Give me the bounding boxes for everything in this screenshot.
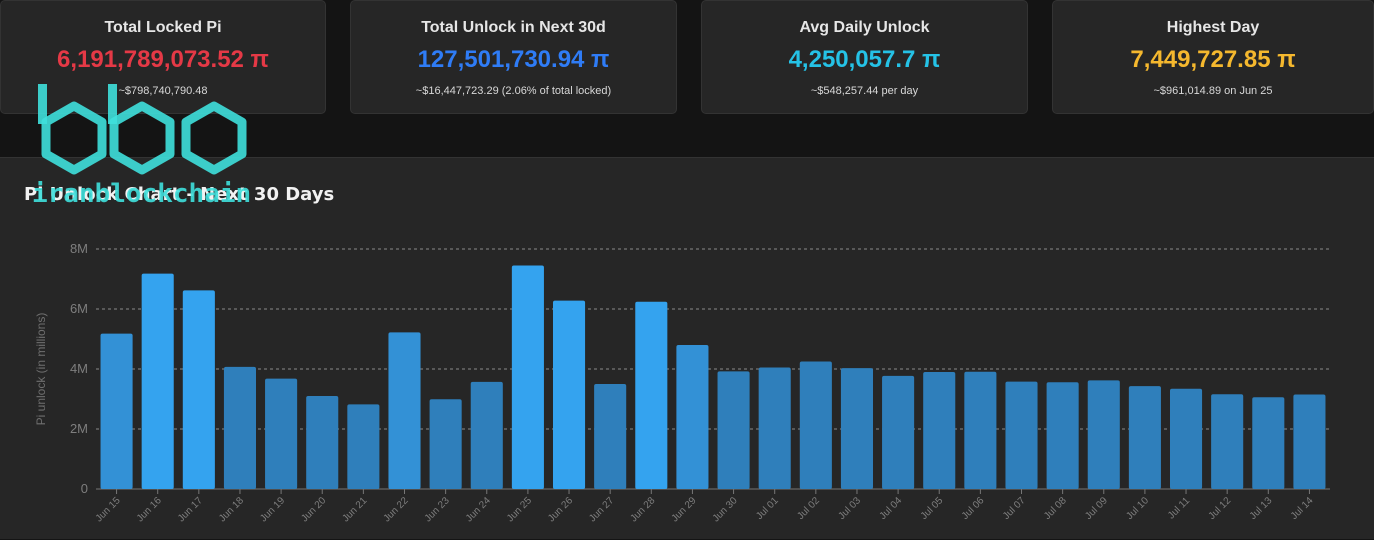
bar xyxy=(347,404,380,489)
bar xyxy=(758,367,791,489)
x-tick-label: Jun 20 xyxy=(299,495,328,524)
stat-label: Highest Day xyxy=(1166,19,1260,36)
stat-card-highest-day: Highest Day 7,449,727.85 π ~$961,014.89 … xyxy=(1052,0,1374,114)
stat-card-total-unlock: Total Unlock in Next 30d 127,501,730.94 … xyxy=(350,0,677,114)
x-tick-label: Jul 05 xyxy=(919,495,946,522)
x-tick-label: Jun 19 xyxy=(258,495,287,524)
x-tick-label: Jun 28 xyxy=(628,495,657,524)
x-tick-label: Jul 10 xyxy=(1124,495,1151,522)
x-tick-label: Jul 14 xyxy=(1289,495,1316,522)
logo-text: iranblockchain xyxy=(32,179,251,209)
bar xyxy=(594,384,627,489)
iranblockchain-logo: iranblockchain xyxy=(32,84,251,209)
x-tick-label: Jun 30 xyxy=(711,495,740,524)
y-tick-label: 2M xyxy=(70,421,88,436)
x-tick-label: Jun 23 xyxy=(423,495,452,524)
stat-card-total-locked: Total Locked Pi 6,191,789,073.52 π ~$798… xyxy=(0,0,326,114)
x-tick-label: Jul 06 xyxy=(960,495,987,522)
bar xyxy=(265,378,298,489)
bar xyxy=(429,399,462,489)
bar xyxy=(511,265,544,489)
x-tick-label: Jul 13 xyxy=(1248,495,1275,522)
stats-row: Total Locked Pi 6,191,789,073.52 π ~$798… xyxy=(0,0,1374,116)
stat-sub: ~$961,014.89 on Jun 25 xyxy=(1153,85,1273,97)
stat-label: Avg Daily Unlock xyxy=(799,19,930,36)
bar xyxy=(1252,397,1285,489)
x-tick-label: Jun 21 xyxy=(340,495,369,524)
bar xyxy=(964,371,997,489)
bar-chart: 0 2M 4M 6M 8M Pi unlock (in millions) Jun 15 Ju… xyxy=(34,241,1330,524)
x-tick-label: Jun 27 xyxy=(587,495,616,524)
x-tick-label: Jun 16 xyxy=(135,495,164,524)
y-axis-label: Pi unlock (in millions) xyxy=(34,313,48,426)
bar xyxy=(717,371,750,489)
stat-sub: ~$548,257.44 per day xyxy=(810,85,919,97)
bar xyxy=(1005,381,1038,489)
x-tick-label: Jul 01 xyxy=(754,495,781,522)
x-tick-label: Jun 24 xyxy=(464,495,493,524)
bar xyxy=(676,345,709,489)
bar xyxy=(1169,388,1203,489)
stat-value: 127,501,730.94 π xyxy=(417,46,610,73)
bar xyxy=(840,368,874,489)
y-tick-label: 0 xyxy=(81,481,88,496)
stat-label: Total Unlock in Next 30d xyxy=(421,19,606,36)
x-tick-label: Jul 12 xyxy=(1207,495,1234,522)
x-tick-label: Jul 07 xyxy=(1001,495,1028,522)
chart-title: Pi Unlock Chart - Next 30 Days xyxy=(24,184,335,205)
x-tick-label: Jun 17 xyxy=(176,495,205,524)
stat-value: 4,250,057.7 π xyxy=(788,46,941,73)
bar xyxy=(306,396,339,489)
stat-sub: ~$16,447,723.29 (2.06% of total locked) xyxy=(415,85,612,97)
x-tick-label: Jul 03 xyxy=(836,495,863,522)
x-tick-label: Jun 26 xyxy=(546,495,575,524)
stat-label: Total Locked Pi xyxy=(104,19,222,36)
bar xyxy=(223,366,257,489)
bar xyxy=(182,290,215,489)
bar xyxy=(552,300,586,489)
bar xyxy=(635,301,668,489)
x-tick-label: Jul 02 xyxy=(795,495,822,522)
bar xyxy=(141,273,174,489)
x-tick-label: Jun 18 xyxy=(217,495,246,524)
bar xyxy=(470,381,503,489)
x-tick-label: Jul 11 xyxy=(1166,495,1192,521)
y-tick-label: 8M xyxy=(70,241,88,256)
x-tick-label: Jul 08 xyxy=(1042,495,1069,522)
bar xyxy=(882,375,915,489)
bar xyxy=(799,361,832,489)
bar xyxy=(923,372,956,489)
x-tick-label: Jun 25 xyxy=(505,495,534,524)
x-tick-label: Jul 04 xyxy=(878,495,905,522)
x-tick-label: Jun 29 xyxy=(670,495,699,524)
x-tick-label: Jun 22 xyxy=(382,495,411,524)
chart-panel: Pi Unlock Chart - Next 30 Days 0 2M 4M 6M 8M… xyxy=(0,157,1374,539)
y-tick-label: 6M xyxy=(70,301,88,316)
stat-card-avg-daily: Avg Daily Unlock 4,250,057.7 π ~$548,257… xyxy=(701,0,1028,114)
bar xyxy=(388,332,421,489)
bar xyxy=(1211,394,1244,489)
bar xyxy=(100,333,133,489)
x-tick-label: Jul 09 xyxy=(1083,495,1110,522)
stat-sub: ~$798,740,790.48 xyxy=(118,85,208,97)
bar xyxy=(1293,394,1326,489)
y-tick-label: 4M xyxy=(70,361,88,376)
bar xyxy=(1128,386,1161,489)
stat-value: 7,449,727.85 π xyxy=(1130,46,1296,73)
x-tick-label: Jun 15 xyxy=(94,495,123,524)
stat-value: 6,191,789,073.52 π xyxy=(57,46,269,73)
bar xyxy=(1046,382,1079,489)
bar xyxy=(1087,380,1120,489)
